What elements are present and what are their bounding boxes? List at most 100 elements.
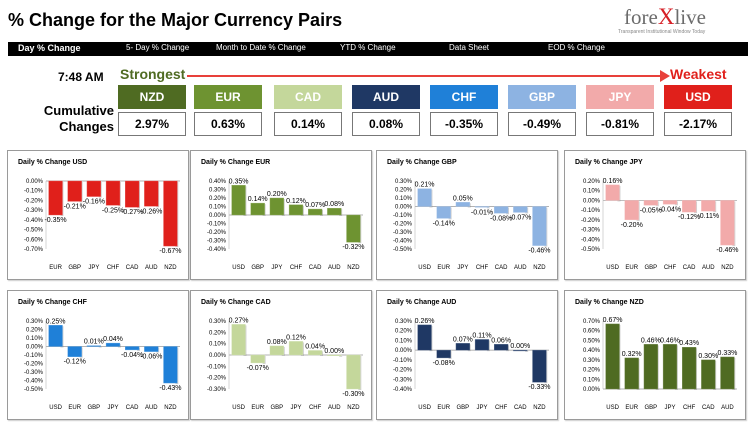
bar-gbp bbox=[269, 345, 284, 356]
bar-jpy bbox=[288, 341, 304, 356]
x-tick-label: CHF bbox=[683, 405, 696, 411]
bar-eur bbox=[436, 349, 451, 359]
bar-jpy bbox=[105, 342, 121, 347]
strength-arrow-line bbox=[187, 75, 664, 77]
data-label: -0.11% bbox=[697, 213, 719, 220]
data-label: 0.20% bbox=[267, 191, 287, 198]
bar-chf bbox=[308, 350, 323, 356]
bar-aud bbox=[720, 356, 735, 390]
y-tick-label: 0.10% bbox=[395, 338, 413, 344]
data-label: 0.43% bbox=[679, 340, 699, 347]
x-tick-label: USD bbox=[418, 405, 431, 411]
bar-cad bbox=[701, 359, 716, 390]
x-tick-label: CAD bbox=[514, 405, 527, 411]
currency-cumulative-value: -0.35% bbox=[430, 112, 498, 136]
y-tick-label: -0.30% bbox=[393, 230, 413, 236]
y-tick-label: -0.40% bbox=[24, 218, 44, 224]
nav-data-sheet[interactable]: Data Sheet bbox=[449, 43, 490, 52]
data-label: 0.27% bbox=[229, 317, 249, 324]
bar-chart: 0.70% 0.60% 0.50% 0.40% 0.30% 0.20% 0.10% 0.00%… bbox=[583, 317, 737, 411]
x-tick-label: CAD bbox=[309, 265, 322, 271]
bar-chf bbox=[494, 344, 509, 351]
chart-title: Daily % Change USD bbox=[18, 159, 88, 166]
bar-cad bbox=[513, 349, 528, 352]
x-tick-label: NZD bbox=[347, 405, 360, 411]
data-label: 0.35% bbox=[229, 178, 249, 185]
x-tick-label: CAD bbox=[702, 405, 715, 411]
bar-jpy bbox=[474, 339, 490, 351]
bar-cad bbox=[494, 206, 509, 214]
chart-panel-eur: Daily % Change EUR 0.40% 0.30% 0.20% 0.10% 0.… bbox=[190, 150, 372, 280]
currency-box-aud: AUD 0.08% bbox=[352, 85, 420, 136]
y-tick-label: -0.50% bbox=[581, 247, 601, 253]
data-label: 0.21% bbox=[415, 182, 435, 189]
bar-jpy bbox=[269, 197, 284, 216]
data-label: -0.04% bbox=[121, 352, 143, 359]
currency-cumulative-value: 0.08% bbox=[352, 112, 420, 136]
data-label: -0.25% bbox=[102, 207, 124, 214]
bar-nzd bbox=[346, 214, 361, 243]
x-tick-label: AUD bbox=[328, 265, 341, 271]
y-tick-label: 0.00% bbox=[395, 205, 413, 211]
currency-cumulative-value: 0.14% bbox=[274, 112, 342, 136]
data-label: 0.12% bbox=[286, 198, 306, 205]
data-label: -0.21% bbox=[64, 203, 86, 210]
bar-chf bbox=[474, 206, 490, 208]
y-tick-label: -0.10% bbox=[393, 358, 413, 364]
data-label: -0.32% bbox=[342, 244, 364, 251]
nav-ytd-change[interactable]: YTD % Change bbox=[340, 43, 396, 52]
x-tick-label: GBP bbox=[68, 265, 81, 271]
data-label: 0.30% bbox=[698, 353, 718, 360]
nav-day-change[interactable]: Day % Change bbox=[18, 43, 81, 53]
y-tick-label: -0.10% bbox=[393, 213, 413, 219]
bar-cad bbox=[682, 200, 697, 213]
bar-chf bbox=[288, 204, 304, 216]
y-tick-label: -0.20% bbox=[393, 368, 413, 374]
currency-box-gbp: GBP -0.49% bbox=[508, 85, 576, 136]
data-label: -0.46% bbox=[716, 247, 738, 254]
bar-gbp bbox=[86, 345, 101, 347]
data-label: 0.00% bbox=[324, 348, 344, 355]
bar-nzd bbox=[346, 354, 361, 390]
data-label: -0.35% bbox=[44, 217, 66, 224]
y-tick-label: -0.10% bbox=[207, 222, 227, 228]
x-tick-label: AUD bbox=[721, 405, 734, 411]
currency-cumulative-value: 2.97% bbox=[118, 112, 186, 136]
y-tick-label: 0.00% bbox=[395, 348, 413, 354]
y-tick-label: 0.10% bbox=[209, 205, 227, 211]
chart-title: Daily % Change AUD bbox=[387, 299, 457, 306]
forexlive-logo[interactable]: foreXlive Transparent Institutional Wind… bbox=[614, 4, 744, 38]
x-tick-label: NZD bbox=[164, 405, 177, 411]
y-tick-label: 0.00% bbox=[26, 345, 44, 351]
chart-panel-jpy: Daily % Change JPY 0.20% 0.10% 0.00% -0.10% -… bbox=[564, 150, 746, 280]
bar-chart: 0.20% 0.10% 0.00% -0.10% -0.20% -0.30% -0.40% -… bbox=[581, 178, 739, 271]
bar-cad bbox=[125, 346, 140, 351]
data-label: 0.04% bbox=[103, 336, 123, 343]
y-tick-label: -0.70% bbox=[24, 247, 44, 253]
data-label: 0.67% bbox=[603, 317, 623, 324]
nav-eod-change[interactable]: EOD % Change bbox=[548, 43, 605, 52]
data-label: 0.12% bbox=[286, 334, 306, 341]
bar-chart: 0.00% -0.10% -0.20% -0.30% -0.40% -0.50% -0.60… bbox=[24, 179, 182, 271]
nav-5-day-change[interactable]: 5- Day % Change bbox=[126, 43, 190, 52]
bar-shadow bbox=[339, 356, 343, 357]
y-tick-label: 0.30% bbox=[209, 319, 227, 325]
x-tick-label: EUR bbox=[68, 405, 81, 411]
data-label: 0.07% bbox=[453, 336, 473, 343]
bar-usd bbox=[605, 323, 620, 390]
nav-month-to-date[interactable]: Month to Date % Change bbox=[216, 43, 306, 52]
x-tick-label: JPY bbox=[476, 405, 487, 411]
x-tick-label: USD bbox=[418, 265, 431, 271]
y-tick-label: -0.40% bbox=[393, 239, 413, 245]
weakest-label: Weakest bbox=[670, 66, 727, 82]
y-tick-label: 0.30% bbox=[395, 179, 413, 185]
x-tick-label: GBP bbox=[88, 405, 101, 411]
x-tick-label: CAD bbox=[126, 405, 139, 411]
y-tick-label: -0.30% bbox=[393, 377, 413, 383]
data-label: 0.07% bbox=[305, 202, 325, 209]
y-tick-label: 0.20% bbox=[583, 179, 601, 185]
x-tick-label: JPY bbox=[457, 265, 468, 271]
data-label: 0.04% bbox=[305, 343, 325, 350]
header: % Change for the Major Currency Pairs fo… bbox=[0, 0, 756, 42]
data-label: -0.67% bbox=[159, 248, 181, 255]
